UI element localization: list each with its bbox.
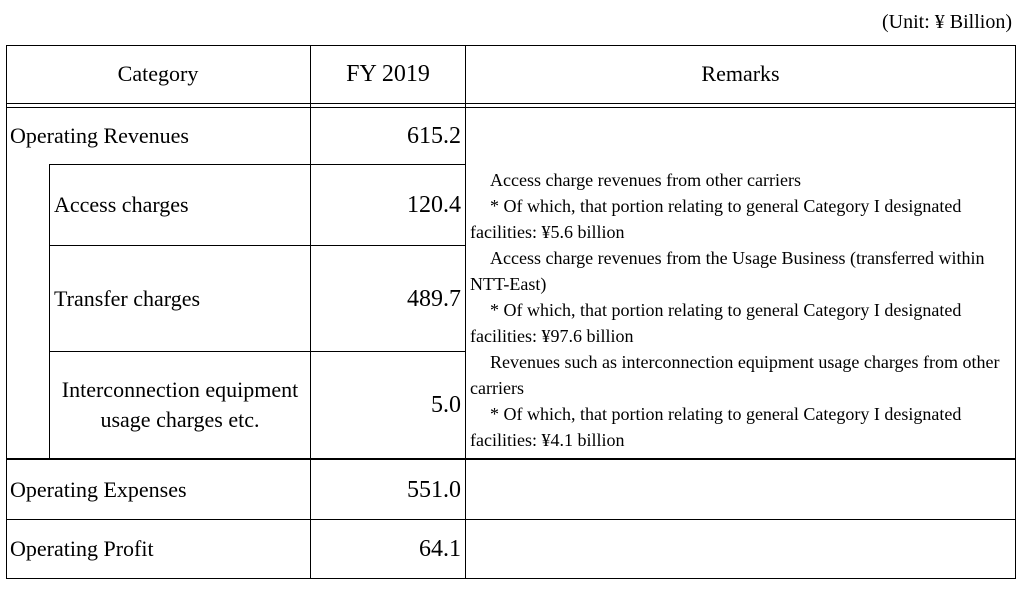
header-divider-1: [6, 103, 1016, 104]
column-divider-2: [465, 45, 466, 579]
row-divider-profit: [6, 519, 1016, 520]
table-border-top: [6, 45, 1016, 46]
remark-interconnection-2: * Of which, that portion relating to gen…: [470, 404, 962, 450]
row-divider-revenues: [49, 164, 466, 165]
value-operating-profit: 64.1: [419, 536, 461, 562]
label-interconnection: Interconnection equipment usage charges …: [61, 377, 299, 432]
value-access-charges: 120.4: [407, 192, 461, 218]
column-divider-1: [310, 45, 311, 579]
remark-access-2: * Of which, that portion relating to gen…: [470, 196, 962, 242]
unit-label: (Unit: ¥ Billion): [882, 11, 1012, 33]
remark-interconnection-1: Revenues such as interconnection equipme…: [470, 352, 1000, 398]
value-interconnection: 5.0: [431, 392, 461, 418]
row-divider-expenses-top-2: [6, 459, 1016, 460]
header-fy: FY 2019: [346, 61, 430, 87]
table-border-right: [1015, 45, 1016, 579]
label-operating-profit: Operating Profit: [10, 536, 154, 561]
value-operating-expenses: 551.0: [407, 476, 461, 503]
value-operating-revenues: 615.2: [407, 123, 461, 149]
header-divider-2: [6, 107, 1016, 108]
remarks-block: Access charge revenues from other carrie…: [468, 167, 1015, 453]
remark-transfer-2: * Of which, that portion relating to gen…: [470, 300, 962, 346]
header-remarks: Remarks: [701, 61, 780, 86]
label-transfer-charges: Transfer charges: [54, 285, 201, 311]
financial-table: Category FY 2019 Remarks Operating Reven…: [6, 45, 1016, 579]
label-operating-revenues: Operating Revenues: [10, 123, 189, 148]
subitem-indent-line: [49, 164, 50, 459]
row-divider-access: [49, 245, 466, 246]
remark-access-1: Access charge revenues from other carrie…: [490, 170, 802, 190]
row-divider-expenses-top: [6, 458, 1016, 459]
label-access-charges: Access charges: [54, 192, 189, 217]
row-divider-transfer: [49, 351, 466, 352]
table-border-bottom: [6, 578, 1016, 579]
table-border-left: [6, 45, 7, 579]
value-transfer-charges: 489.7: [407, 285, 461, 312]
header-category: Category: [117, 61, 199, 86]
label-operating-expenses: Operating Expenses: [10, 476, 187, 502]
remark-transfer-1: Access charge revenues from the Usage Bu…: [470, 248, 985, 294]
